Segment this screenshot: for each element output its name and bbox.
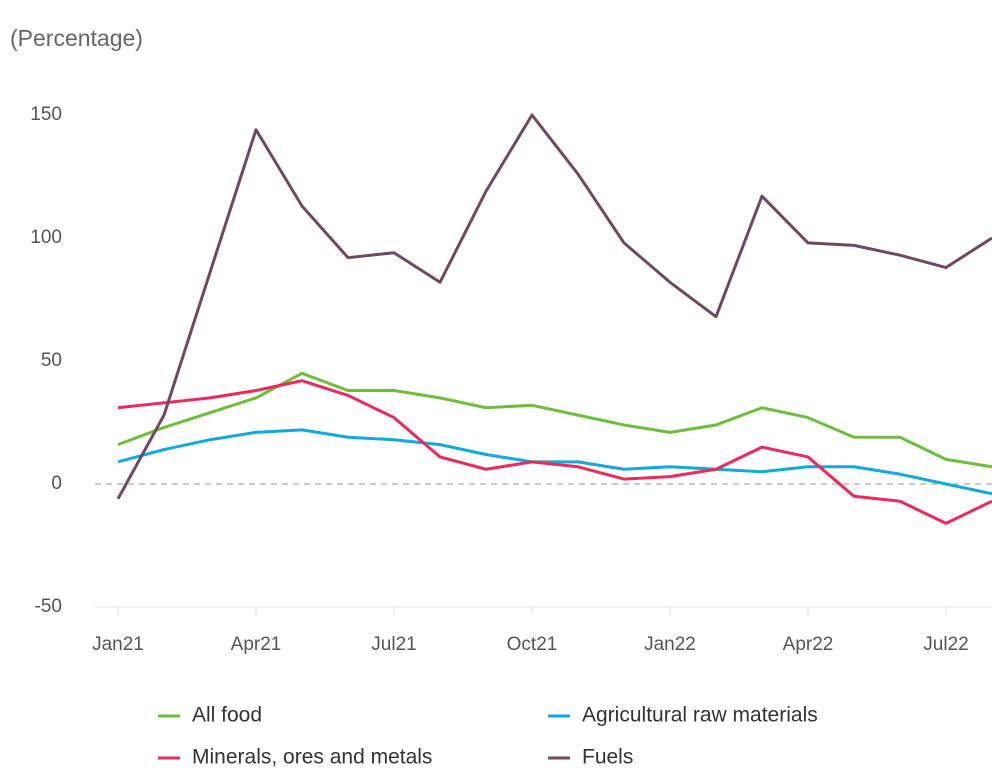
x-tick-label: Jul22 [923,634,968,655]
x-tick-label: Apr22 [783,634,834,655]
x-tick-label: Jul21 [371,634,416,655]
x-tick-label: Jan21 [92,634,144,655]
legend-label: Minerals, ores and metals [192,746,432,769]
x-tick-label: Apr21 [231,634,282,655]
y-tick-label: 0 [51,473,62,494]
x-tick-label: Oct21 [507,634,558,655]
legend-label: Fuels [582,746,633,769]
y-tick-label: 100 [30,227,62,248]
y-tick-label: 150 [30,104,62,125]
x-tick-label: Jan22 [644,634,696,655]
series-line [117,371,992,469]
chart-subtitle: (Percentage) [10,25,143,51]
series-line [117,428,992,496]
y-tick-label: -50 [35,596,62,617]
legend-label: Agricultural raw materials [582,704,818,727]
series-line [116,113,992,500]
series-line [117,379,992,525]
y-tick-label: 50 [41,350,62,371]
legend-label: All food [192,704,262,727]
